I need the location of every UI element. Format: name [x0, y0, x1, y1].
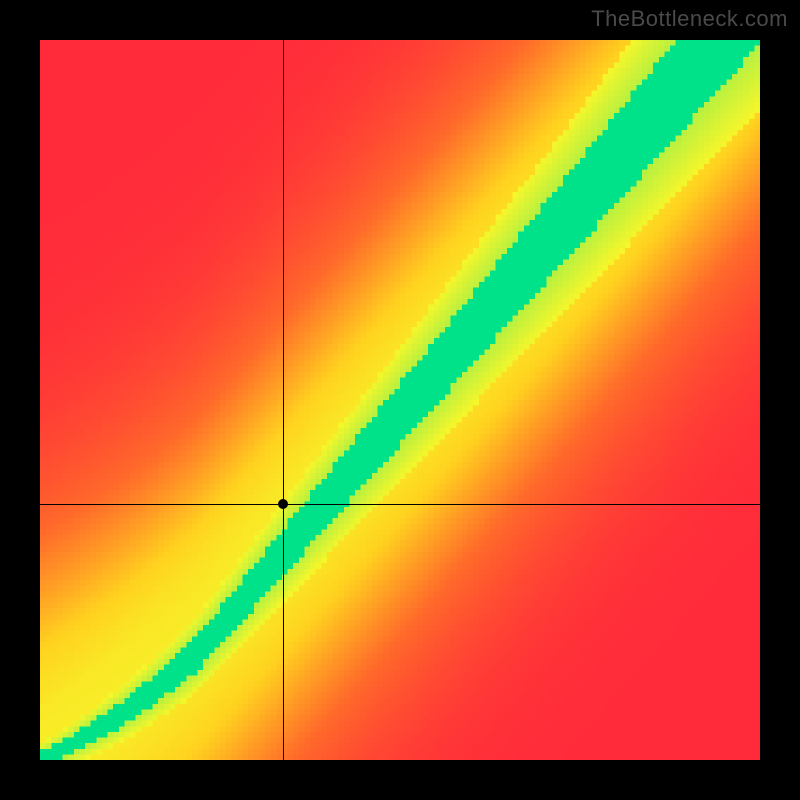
heatmap-canvas [40, 40, 760, 760]
watermark-text: TheBottleneck.com [591, 6, 788, 32]
crosshair-horizontal [40, 504, 760, 505]
data-point-marker [278, 499, 288, 509]
crosshair-vertical [283, 40, 284, 760]
heatmap-plot [40, 40, 760, 760]
